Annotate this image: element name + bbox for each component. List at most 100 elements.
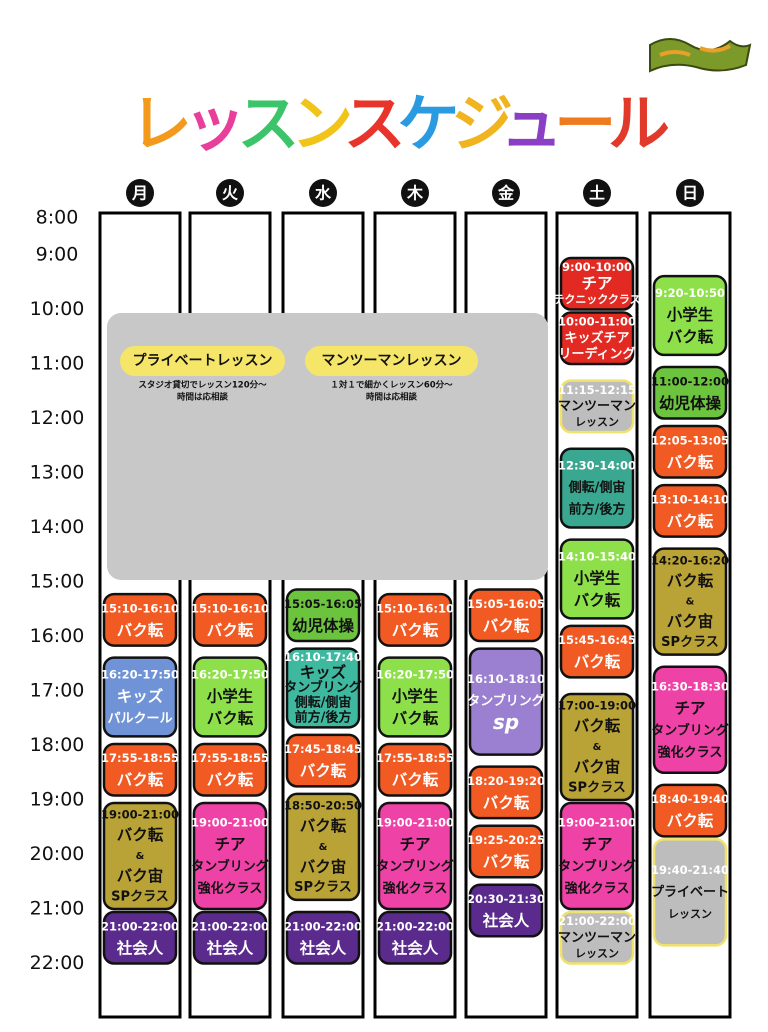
time-label: 22:00: [30, 952, 85, 974]
lesson-text: SPクラス: [111, 889, 169, 904]
lesson-time: 15:10-16:10: [191, 601, 269, 615]
lesson-time: 17:00-19:00: [558, 699, 636, 713]
lesson-block: [652, 424, 728, 479]
lesson-block: [192, 801, 268, 911]
lesson-text: バク転: [300, 817, 347, 835]
lesson-block: [468, 647, 544, 756]
lesson-time: 20:30-21:30: [467, 892, 545, 906]
lesson-block: [652, 365, 728, 420]
time-label: 11:00: [30, 353, 85, 375]
lesson-text: バク転: [207, 710, 254, 728]
logo: [649, 38, 752, 73]
day-label: 木: [406, 184, 424, 203]
lesson-text: &: [136, 851, 145, 862]
day-badge: [309, 179, 337, 207]
lesson-block: [377, 801, 453, 911]
day-label: 火: [222, 184, 239, 203]
lesson-text: タンブリング: [558, 859, 636, 875]
lesson-text: バク転: [667, 812, 714, 830]
lesson-block: [102, 592, 178, 647]
time-label: 8:00: [36, 207, 79, 229]
lesson-block: [377, 656, 453, 738]
lesson-time: 16:20-17:50: [191, 668, 269, 682]
lesson-time: 12:05-13:05: [651, 433, 729, 447]
lesson-time: 18:20-19:20: [467, 774, 545, 788]
lesson-block: [285, 792, 361, 902]
lesson-text: バク転: [667, 572, 714, 590]
lesson-text: バク宙: [574, 757, 621, 776]
lesson-time: 17:55-18:55: [101, 751, 179, 765]
lesson-time: 16:20-17:50: [376, 668, 454, 682]
lesson-text: バク宙: [667, 612, 714, 631]
lesson-time: 19:00-21:00: [101, 808, 179, 822]
lesson-text: 小学生: [392, 687, 439, 706]
lesson-block: [102, 742, 178, 797]
lesson-block: [468, 824, 544, 879]
lesson-time: 19:25-20:25: [467, 833, 545, 847]
lesson-text: レッスン: [575, 415, 619, 428]
lesson-time: 15:05-16:05: [284, 597, 362, 611]
lesson-text: プライベート: [651, 885, 729, 900]
lesson-time: 16:10-17:40: [284, 650, 362, 664]
lesson-block: [102, 910, 178, 965]
private-label: マンツーマンレッスン: [322, 353, 462, 369]
lesson-block: [559, 538, 635, 620]
lesson-time: 15:10-16:10: [376, 601, 454, 615]
lesson-time: 14:10-15:40: [558, 549, 636, 563]
lesson-time: 17:55-18:55: [191, 751, 269, 765]
lesson-text: バク転: [483, 853, 530, 871]
lesson-time: 21:00-22:00: [558, 914, 636, 928]
private-area: [107, 313, 548, 580]
lesson-time: 21:00-22:00: [101, 919, 179, 933]
lesson-time: 21:00-22:00: [284, 919, 362, 933]
lesson-text: バク宙: [300, 857, 347, 876]
lesson-block: [468, 883, 544, 938]
lesson-text: &: [686, 597, 695, 608]
page-title: レッスンスケジュール: [130, 87, 670, 160]
time-label: 19:00: [30, 789, 85, 811]
lesson-time: 16:10-18:10: [467, 672, 545, 686]
lesson-text: 側転/側宙: [294, 695, 352, 711]
lesson-block: [559, 379, 635, 434]
day-badge: [216, 179, 244, 207]
lesson-text: レッスン: [575, 947, 619, 960]
lesson-block: [102, 656, 178, 738]
lesson-block: [192, 592, 268, 647]
private-note: 時間は応相談: [177, 392, 229, 403]
lesson-text: マンツーマン: [558, 399, 636, 414]
time-label: 18:00: [30, 734, 85, 756]
private-pill: [305, 346, 478, 376]
lesson-text: バク転: [117, 771, 164, 789]
day-badge: [401, 179, 429, 207]
lesson-text: チア: [581, 274, 612, 292]
lesson-block: [192, 910, 268, 965]
lesson-time: 9:20-10:50: [655, 286, 725, 300]
lesson-text: sp: [493, 710, 519, 734]
private-note: 時間は応相談: [366, 392, 418, 403]
private-note: １対１で細かくレッスン60分〜: [330, 380, 453, 391]
lesson-block: [559, 801, 635, 911]
lesson-time: 15:05-16:05: [467, 597, 545, 611]
lesson-text: パルクール: [107, 712, 172, 727]
lesson-block: [559, 910, 635, 965]
lesson-text: 強化クラス: [658, 744, 723, 760]
lesson-block: [285, 647, 361, 729]
lesson-block: [192, 656, 268, 738]
day-label: 金: [497, 184, 515, 203]
lesson-text: 社会人: [116, 938, 164, 957]
lesson-text: 側転/側宙: [568, 480, 626, 496]
day-label: 月: [131, 184, 148, 203]
lesson-text: 前方/後方: [569, 502, 626, 518]
lesson-time: 11:15-12:15: [558, 383, 636, 397]
lesson-text: キッズ: [117, 687, 164, 706]
lesson-block: [559, 256, 635, 311]
lesson-block: [377, 910, 453, 965]
lesson-time: 12:30-14:00: [558, 459, 636, 473]
lesson-text: マンツーマン: [558, 930, 636, 945]
lesson-time: 19:00-21:00: [558, 816, 636, 830]
lesson-text: 強化クラス: [383, 881, 448, 897]
lesson-block: [377, 592, 453, 647]
lesson-text: キッズ: [300, 662, 347, 681]
lesson-text: バク転: [207, 621, 254, 639]
